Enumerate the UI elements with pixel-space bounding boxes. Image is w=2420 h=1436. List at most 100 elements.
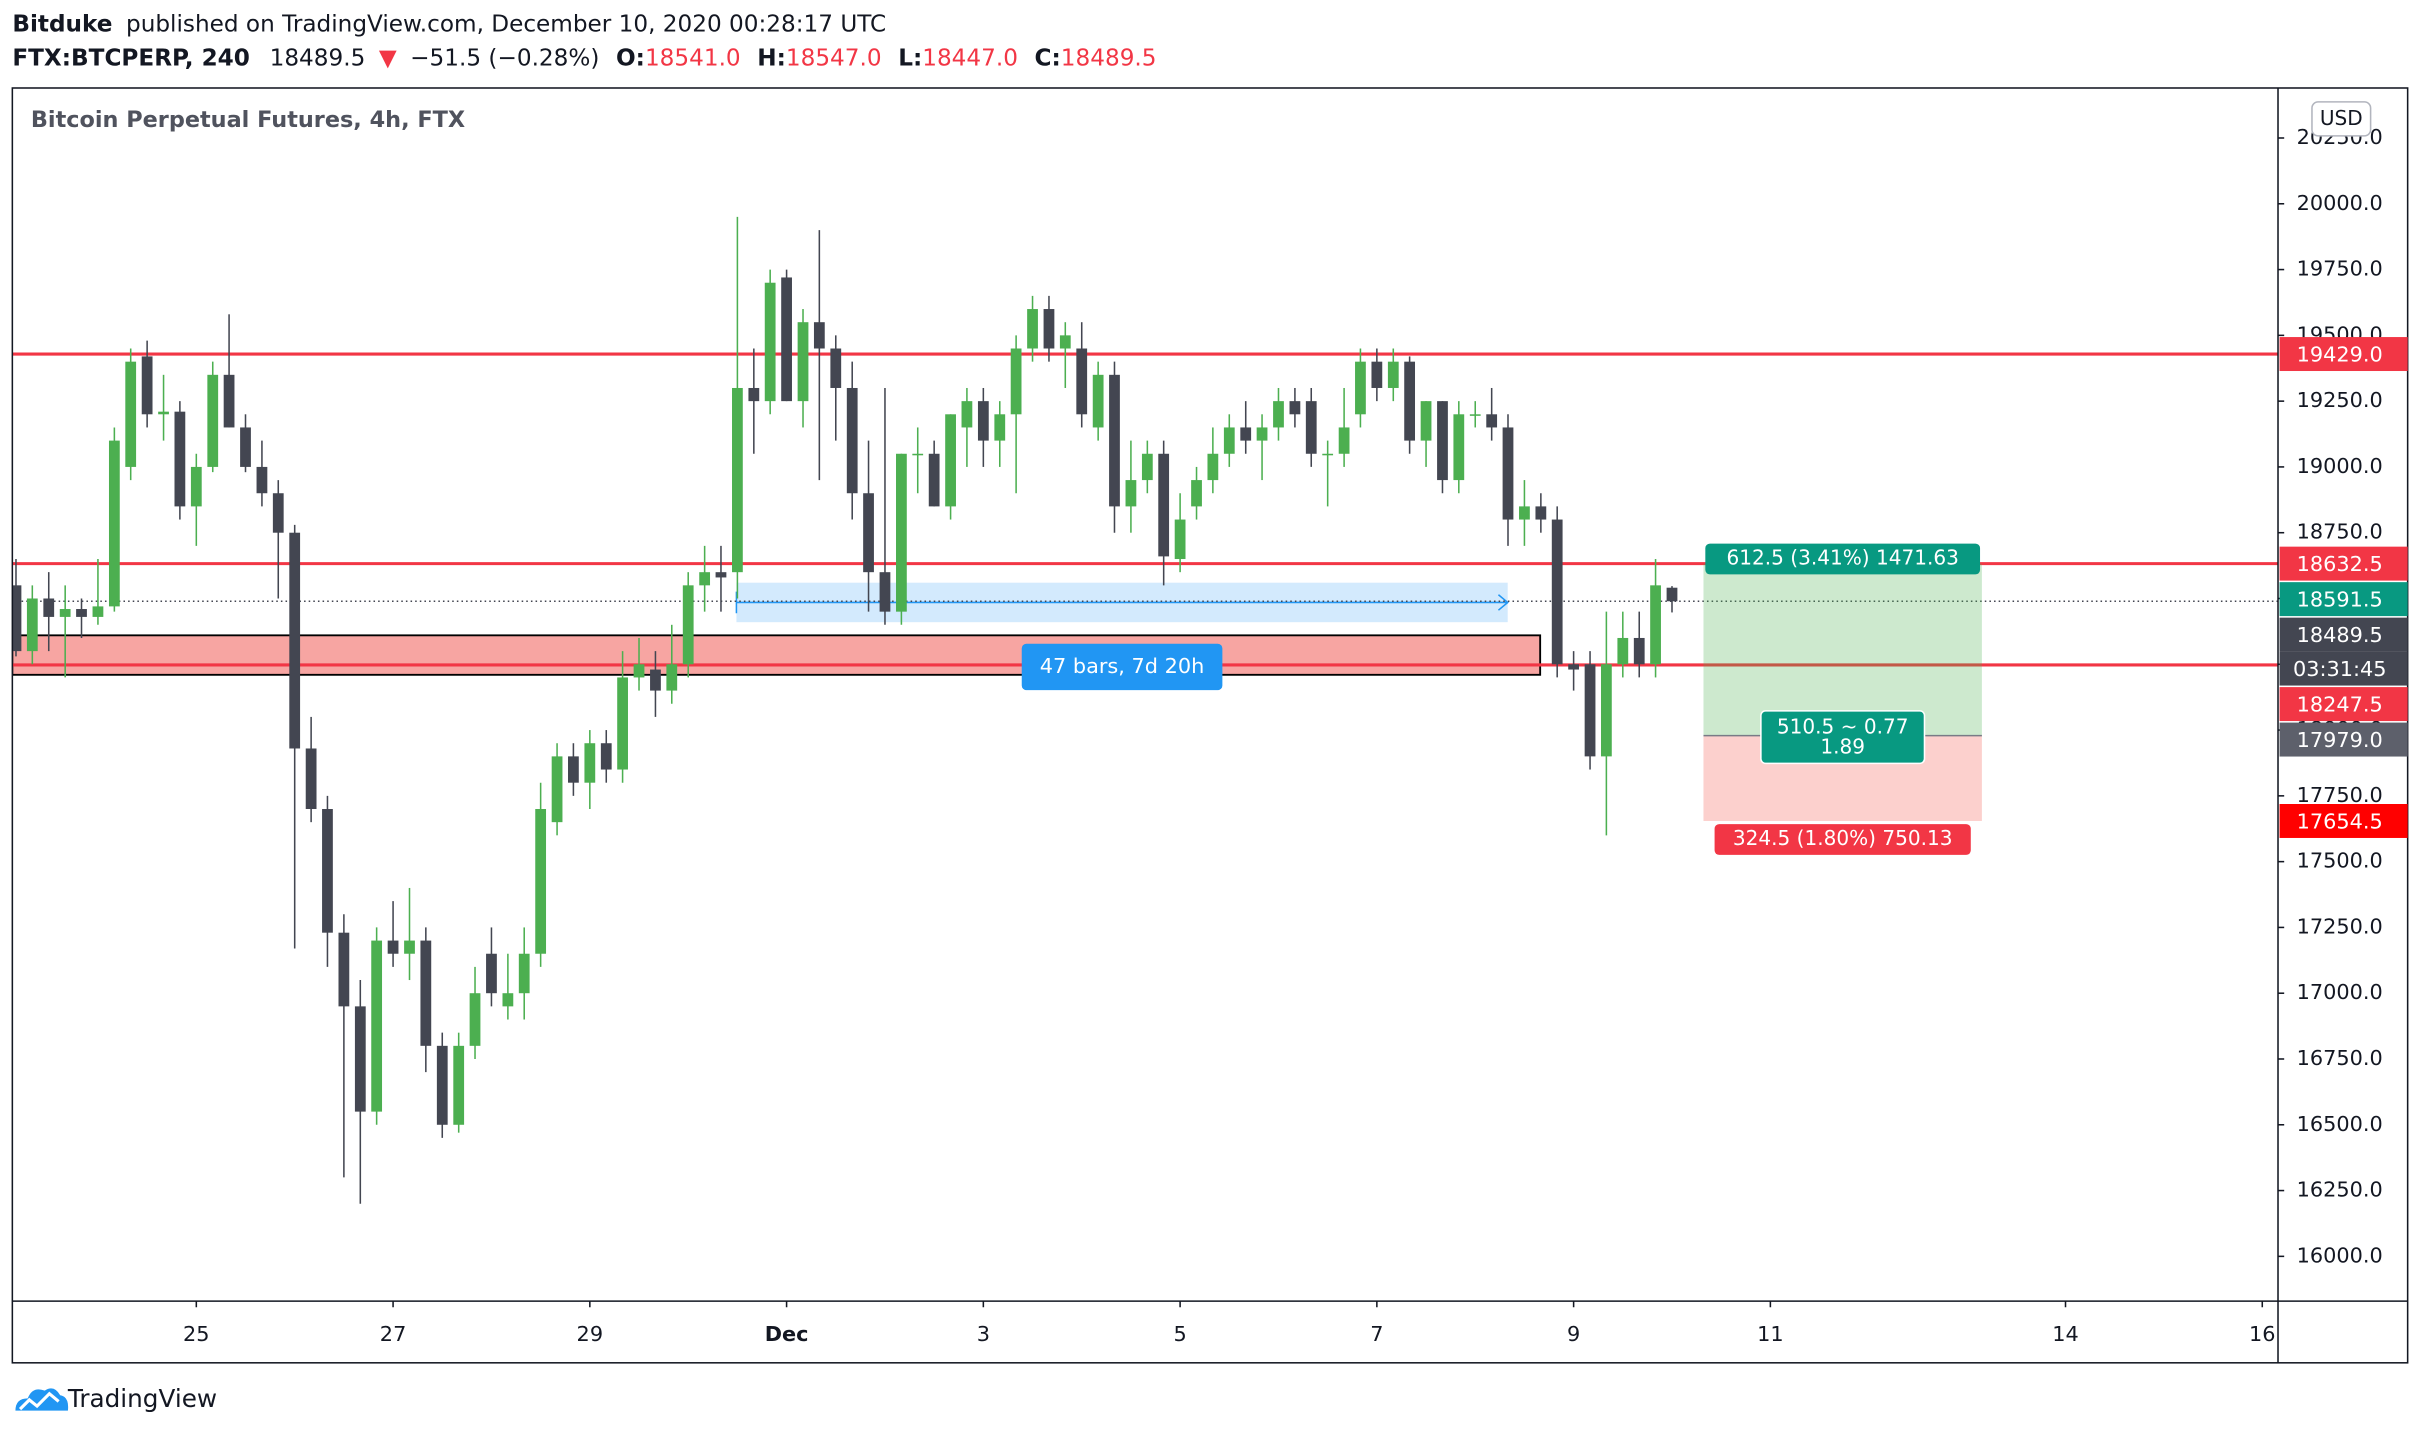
- usd-button-label[interactable]: USD: [2320, 106, 2363, 130]
- candle-body: [43, 598, 55, 617]
- y-tick-label: 16500.0: [2297, 1112, 2383, 1136]
- candle-body: [190, 466, 202, 507]
- y-tick-label: 18750.0: [2297, 520, 2383, 544]
- candle-body: [305, 748, 317, 810]
- candle-body: [1502, 427, 1514, 520]
- candle-body: [1240, 427, 1252, 441]
- h-label: H:: [757, 45, 786, 71]
- candle-body: [1174, 519, 1186, 560]
- price-label-box: [2279, 546, 2408, 581]
- last: 18489.5: [270, 45, 366, 71]
- usd-button-box[interactable]: [2311, 101, 2372, 137]
- support-zone: [12, 634, 1542, 676]
- candle-body: [1551, 519, 1563, 665]
- l-value: 18447.0: [922, 45, 1018, 71]
- candle-body: [1535, 506, 1547, 520]
- x-tick-label: 25: [183, 1322, 210, 1346]
- candle-body: [502, 993, 514, 1007]
- candle-body: [1371, 361, 1383, 388]
- candle-body: [551, 756, 563, 823]
- author: Bitduke: [12, 11, 112, 37]
- candle-body: [650, 669, 661, 691]
- price-label: 19429.0: [2297, 343, 2383, 367]
- candle-body: [1059, 335, 1071, 349]
- target-label-box: [1705, 543, 1981, 575]
- symbol-line: FTX:BTCPERP, 240 18489.5 ▼ −51.5 (−0.28%…: [12, 45, 1156, 71]
- candle-body: [1010, 348, 1022, 415]
- candle-body: [240, 427, 251, 467]
- candle-body: [404, 940, 415, 954]
- price-label: 18591.5: [2297, 588, 2383, 612]
- candle-body: [1125, 480, 1137, 507]
- candle-body: [928, 453, 940, 507]
- candle-body: [813, 322, 825, 349]
- x-tick-label: Dec: [765, 1322, 809, 1346]
- price-label-box: [2279, 687, 2408, 722]
- candle-body: [371, 940, 383, 1112]
- target-label: 612.5 (3.41%) 1471.63: [1726, 545, 1958, 569]
- candle-body: [1305, 401, 1317, 454]
- candle-body: [1027, 309, 1038, 349]
- candle-body: [223, 374, 235, 428]
- candle-body: [1404, 361, 1416, 441]
- candle-body: [961, 401, 973, 428]
- x-tick-label: 14: [2052, 1322, 2079, 1346]
- candle-body: [26, 598, 38, 652]
- candle-body: [600, 743, 612, 770]
- candle-body: [748, 387, 760, 402]
- candle-body: [715, 572, 727, 578]
- candle-body: [1273, 401, 1284, 428]
- candle-body: [994, 414, 1006, 441]
- c-label: C:: [1035, 45, 1061, 71]
- price-label: 17654.5: [2297, 810, 2383, 834]
- candle-body: [436, 1045, 448, 1125]
- candle-body: [92, 606, 104, 617]
- candle-body: [797, 322, 809, 402]
- candle-body: [568, 756, 579, 783]
- candle-body: [1355, 361, 1366, 415]
- candle-body: [584, 743, 596, 783]
- candle-body: [1486, 414, 1498, 428]
- candle-body: [682, 585, 694, 665]
- y-tick-label: 16250.0: [2297, 1178, 2383, 1202]
- candle-body: [1568, 664, 1580, 670]
- h-value: 18547.0: [786, 45, 882, 71]
- candle-body: [1322, 453, 1334, 456]
- candle-body: [896, 453, 907, 612]
- candle-body: [207, 374, 219, 467]
- price-label-box: [2279, 722, 2408, 757]
- candle-body: [486, 953, 497, 994]
- y-tick-label: 17750.0: [2297, 783, 2383, 807]
- chart-title: Bitcoin Perpetual Futures, 4h, FTX: [31, 107, 465, 133]
- footer-brand: TradingView: [67, 1384, 217, 1413]
- candle-body: [272, 493, 284, 533]
- candle-body: [617, 677, 628, 770]
- candle-body: [863, 493, 874, 573]
- logo-line: [18, 1391, 60, 1411]
- candle-body: [1519, 506, 1530, 520]
- candle-body: [1256, 427, 1268, 441]
- candle-body: [977, 401, 989, 441]
- l-label: L:: [898, 45, 922, 71]
- y-tick-label: 17500.0: [2297, 849, 2383, 873]
- candle-body: [12, 585, 22, 652]
- countdown: 03:31:45: [2293, 657, 2387, 681]
- x-tick-label: 7: [1370, 1322, 1383, 1346]
- candle-body: [1043, 309, 1055, 349]
- price-label: 18247.5: [2297, 693, 2383, 717]
- x-tick-label: 27: [380, 1322, 407, 1346]
- profit-zone: [1703, 563, 1982, 736]
- arrow: ▼: [379, 45, 397, 71]
- publish-line: Bitduke published on TradingView.com, De…: [12, 11, 886, 37]
- candle-body: [781, 277, 792, 402]
- date-range-label-box: [1021, 643, 1223, 691]
- stop-label: 324.5 (1.80%) 750.13: [1733, 826, 1953, 850]
- y-tick-label: 17000.0: [2297, 980, 2383, 1004]
- usd-button[interactable]: USD: [2311, 101, 2372, 137]
- y-tick-label: 16000.0: [2297, 1243, 2383, 1267]
- date-range-arrowhead: [1497, 594, 1509, 611]
- candle-body: [387, 940, 399, 954]
